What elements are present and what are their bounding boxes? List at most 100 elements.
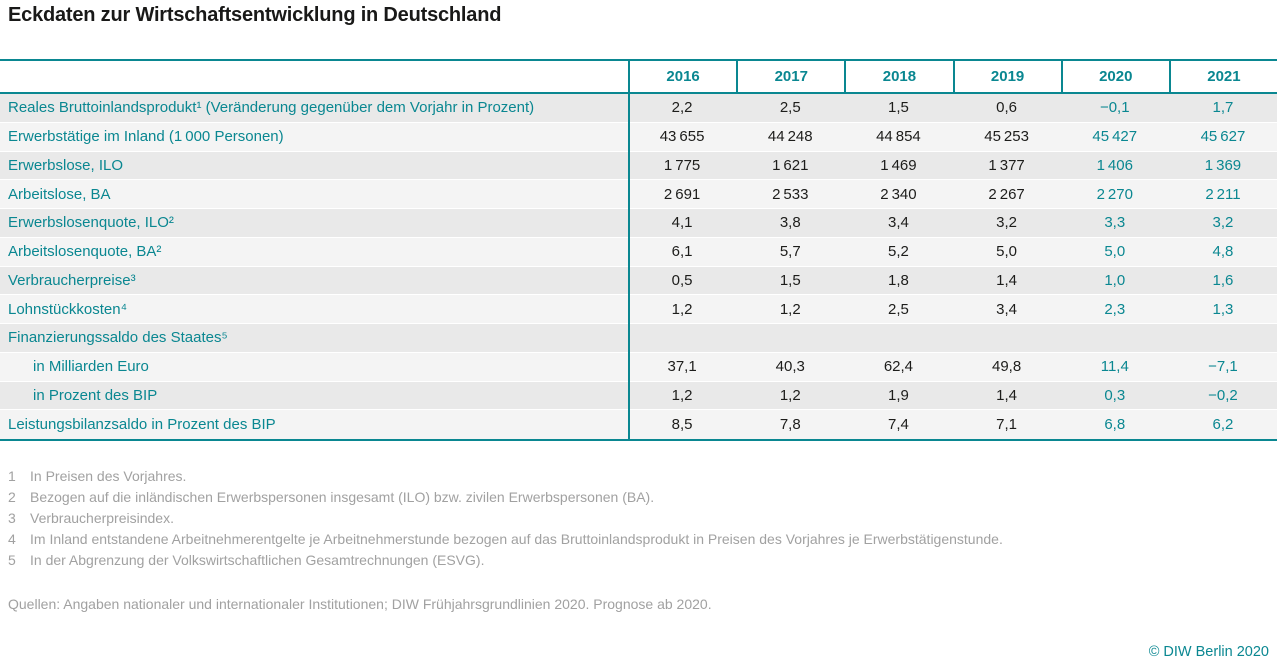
value-cell: 2 340 <box>880 185 917 203</box>
value-cell: 44 854 <box>876 128 921 146</box>
value-cell: −0,2 <box>1208 386 1238 404</box>
value-cell: 2 533 <box>772 185 809 203</box>
footnote-text: In Preisen des Vorjahres. <box>30 468 187 484</box>
table-row: Arbeitslosenquote, BA² 6,1 5,7 5,2 5,0 5,0 4,8 <box>0 237 1277 267</box>
value-cell: 40,3 <box>775 358 805 376</box>
value-cell: 1,4 <box>996 386 1018 404</box>
value-cell: 2 691 <box>663 185 701 203</box>
value-cell: −0,1 <box>1099 99 1130 117</box>
value-cell: 3,3 <box>1104 214 1126 232</box>
value-cell: 1,5 <box>888 99 909 117</box>
value-cell: 5,7 <box>779 243 801 261</box>
value-cell: 1 406 <box>1096 156 1133 174</box>
value-cell: 3,2 <box>996 214 1018 232</box>
value-cell: 7,1 <box>996 416 1018 434</box>
value-cell: 43 655 <box>659 128 705 146</box>
value-cell: 1,0 <box>1104 271 1126 289</box>
footnote-marker: 5 <box>8 552 16 568</box>
table-corner-cell <box>0 61 628 92</box>
economic-data-table: 2016 2017 2018 2019 2020 2021 Reales Bruttoin… <box>0 59 1277 441</box>
value-cell: 45 627 <box>1200 128 1246 146</box>
value-cell: 4,1 <box>671 214 693 232</box>
footnotes-block: 1 In Preisen des Vorjahres. 2 Bezogen auf d… <box>8 466 1277 571</box>
row-label: Lohnstückkosten⁴ <box>8 300 128 318</box>
value-cell: 3,4 <box>888 214 909 232</box>
value-cell: 3,4 <box>996 300 1018 318</box>
row-label: Verbraucherpreise³ <box>8 271 136 289</box>
footnote-line: 3 Verbraucherpreisindex. <box>8 508 1277 529</box>
value-cell: 1,2 <box>671 300 693 318</box>
value-cell: 1 377 <box>988 156 1025 174</box>
value-cell: −7,1 <box>1208 358 1238 376</box>
row-label: Erwerbslose, ILO <box>8 156 124 174</box>
value-cell: 1,3 <box>1212 300 1234 318</box>
value-cell: 0,3 <box>1104 386 1126 404</box>
footnote-line: 1 In Preisen des Vorjahres. <box>8 466 1277 487</box>
row-label: Arbeitslosenquote, BA² <box>8 243 162 261</box>
value-cell: 3,8 <box>779 214 801 232</box>
value-cell: 2 211 <box>1205 185 1241 203</box>
footnote-line: 5 In der Abgrenzung der Volkswirtschaftli… <box>8 550 1277 571</box>
value-cell: 62,4 <box>883 358 914 376</box>
value-cell: 1,2 <box>671 386 693 404</box>
table-row: in Milliarden Euro 37,1 40,3 62,4 49,8 11,4 −7… <box>0 352 1277 382</box>
value-cell: 8,5 <box>671 416 693 434</box>
footnote-text: In der Abgrenzung der Volkswirtschaftlic… <box>30 552 485 568</box>
value-cell: 1,2 <box>779 300 801 318</box>
value-cell: 1,5 <box>779 271 801 289</box>
table-row: Finanzierungssaldo des Staates⁵ <box>0 324 1277 353</box>
value-cell: 1 775 <box>663 156 701 174</box>
footnote-text: Im Inland entstandene Arbeitnehmerentgel… <box>30 531 1003 547</box>
row-label: Leistungsbilanzsaldo in Prozent des BIP <box>8 416 276 434</box>
value-cell: 5,0 <box>996 243 1018 261</box>
table-header-row: 2016 2017 2018 2019 2020 2021 <box>0 59 1277 94</box>
table-row: Reales Bruttoinlandsprodukt¹ (Veränderun… <box>0 94 1277 123</box>
year-header-2019: 2019 <box>952 61 1061 92</box>
value-cell: 0,6 <box>996 99 1018 117</box>
value-cell: 1,2 <box>779 386 801 404</box>
row-label: in Prozent des BIP <box>33 386 158 404</box>
value-cell: 1 469 <box>880 156 917 174</box>
value-cell: 44 248 <box>767 128 813 146</box>
table-row: Erwerbslose, ILO 1 775 1 621 1 469 1 377 1 40… <box>0 151 1277 181</box>
value-cell: 2,3 <box>1104 300 1126 318</box>
footnote-marker: 3 <box>8 510 16 526</box>
year-header-2016: 2016 <box>628 61 736 92</box>
table-row: Lohnstückkosten⁴ 1,2 1,2 2,5 3,4 2,3 1,3 <box>0 295 1277 324</box>
value-cell: 37,1 <box>667 358 697 376</box>
year-header-2018: 2018 <box>844 61 952 92</box>
footnote-line: 2 Bezogen auf die inländischen Erwerbsper… <box>8 487 1277 508</box>
footnote-marker: 2 <box>8 489 16 505</box>
row-label: Reales Bruttoinlandsprodukt¹ (Veränderun… <box>8 99 535 117</box>
value-cell: 1,4 <box>996 271 1018 289</box>
year-header-2020: 2020 <box>1060 61 1169 92</box>
value-cell: 1 621 <box>772 156 809 174</box>
value-cell: 1 369 <box>1204 156 1242 174</box>
value-cell: 1,7 <box>1212 99 1234 117</box>
footnote-marker: 1 <box>8 468 16 484</box>
value-cell: 1,8 <box>888 271 909 289</box>
footnote-text: Bezogen auf die inländischen Erwerbspers… <box>30 489 655 505</box>
footnote-line: 4 Im Inland entstandene Arbeitnehmerentge… <box>8 529 1277 550</box>
table-row: Verbraucherpreise³ 0,5 1,5 1,8 1,4 1,0 1,6 <box>0 266 1277 296</box>
sources-line: Quellen: Angaben nationaler und internat… <box>8 596 712 612</box>
table-row: Erwerbstätige im Inland (1 000 Personen)… <box>0 122 1277 152</box>
value-cell: 7,4 <box>888 416 909 434</box>
value-cell: 49,8 <box>992 358 1022 376</box>
value-cell: 3,2 <box>1212 214 1234 232</box>
column-divider-line <box>628 94 630 439</box>
table-row: in Prozent des BIP 1,2 1,2 1,9 1,4 0,3 −0,2 <box>0 381 1277 411</box>
value-cell: 2,2 <box>671 99 693 117</box>
value-cell: 11,4 <box>1100 358 1129 376</box>
row-label: Arbeitslose, BA <box>8 185 111 203</box>
row-label: Finanzierungssaldo des Staates⁵ <box>8 329 228 347</box>
value-cell: 7,8 <box>779 416 801 434</box>
value-cell: 5,0 <box>1104 243 1126 261</box>
value-cell: 2 270 <box>1096 185 1133 203</box>
value-cell: 45 427 <box>1092 128 1138 146</box>
table-row: Leistungsbilanzsaldo in Prozent des BIP 8… <box>0 410 1277 439</box>
copyright-line: © DIW Berlin 2020 <box>1148 644 1269 660</box>
year-header-2017: 2017 <box>736 61 844 92</box>
value-cell: 2,5 <box>888 300 909 318</box>
value-cell: 4,8 <box>1212 243 1234 261</box>
